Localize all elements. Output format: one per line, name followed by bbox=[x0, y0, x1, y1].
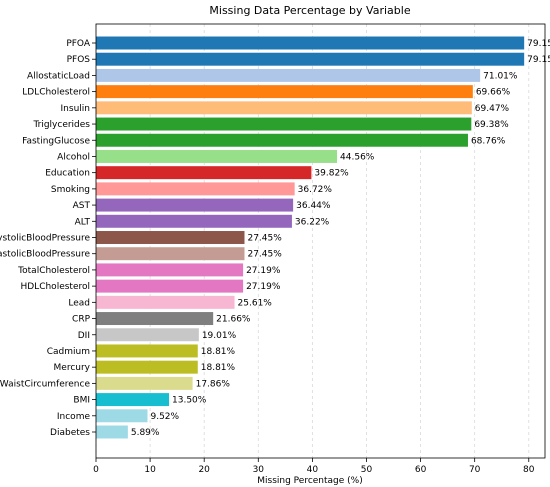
bar-Smoking bbox=[96, 182, 295, 196]
x-axis-ticks: 0 10 20 30 40 50 60 70 80 bbox=[93, 458, 535, 475]
value-label-Alcohol: 44.56% bbox=[340, 152, 375, 162]
bar-HDLCholesterol bbox=[96, 279, 244, 293]
x-tick-label-60: 60 bbox=[415, 465, 427, 475]
x-tick-label-40: 40 bbox=[307, 465, 319, 475]
y-tick-label-Triglycerides: Triglycerides bbox=[32, 120, 90, 130]
value-label-Education: 39.82% bbox=[314, 169, 349, 179]
value-label-DiastolicBloodPressure: 27.45% bbox=[247, 250, 282, 260]
value-label-AllostaticLoad: 71.01% bbox=[483, 71, 518, 81]
x-tick-label-10: 10 bbox=[144, 465, 156, 475]
bar-Education bbox=[96, 166, 312, 180]
chart-title: Missing Data Percentage by Variable bbox=[209, 4, 410, 17]
y-tick-label-CRP: CRP bbox=[72, 315, 91, 325]
bar-DiastolicBloodPressure bbox=[96, 247, 245, 261]
y-tick-label-Alcohol: Alcohol bbox=[57, 152, 90, 162]
value-label-Smoking: 36.72% bbox=[298, 185, 333, 195]
y-tick-label-ALT: ALT bbox=[75, 217, 91, 227]
value-label-LDLCholesterol: 69.66% bbox=[476, 88, 511, 98]
value-label-AST: 36.44% bbox=[296, 201, 331, 211]
y-axis-ticks: PFOA PFOS AllostaticLoad LDLCholesterol Insu… bbox=[0, 39, 96, 438]
y-tick-label-HDLCholesterol: HDLCholesterol bbox=[20, 282, 90, 292]
value-label-Lead: 25.61% bbox=[238, 298, 273, 308]
y-tick-label-Smoking: Smoking bbox=[51, 185, 90, 195]
bar-Alcohol bbox=[96, 149, 338, 163]
bar-Mercury bbox=[96, 360, 198, 374]
y-tick-label-Insulin: Insulin bbox=[61, 104, 90, 114]
y-tick-label-AllostaticLoad: AllostaticLoad bbox=[27, 71, 90, 81]
value-label-ALT: 36.22% bbox=[295, 217, 330, 227]
bar-Diabetes bbox=[96, 425, 128, 439]
y-tick-label-Education: Education bbox=[45, 169, 90, 179]
y-tick-label-DII: DII bbox=[78, 331, 90, 341]
bar-FastingGlucose bbox=[96, 133, 468, 147]
bar-LDLCholesterol bbox=[96, 85, 473, 99]
y-tick-label-PFOA: PFOA bbox=[66, 39, 91, 49]
bar-PFOS bbox=[96, 52, 525, 66]
value-label-Insulin: 69.47% bbox=[475, 104, 510, 114]
y-tick-label-Income: Income bbox=[57, 412, 91, 422]
bar-CRP bbox=[96, 312, 214, 326]
y-tick-label-BMI: BMI bbox=[73, 396, 90, 406]
value-label-CRP: 21.66% bbox=[216, 315, 251, 325]
y-tick-label-PFOS: PFOS bbox=[67, 55, 91, 65]
bar-AllostaticLoad bbox=[96, 68, 481, 82]
bar-Lead bbox=[96, 295, 235, 309]
bar-BMI bbox=[96, 393, 170, 407]
bar-WaistCircumference bbox=[96, 376, 193, 390]
bar-Triglycerides bbox=[96, 117, 472, 131]
bar-DII bbox=[96, 328, 199, 342]
y-tick-label-Diabetes: Diabetes bbox=[50, 428, 90, 438]
bar-Income bbox=[96, 409, 148, 423]
value-label-Mercury: 18.81% bbox=[201, 363, 236, 373]
bar-ALT bbox=[96, 214, 292, 228]
value-label-FastingGlucose: 68.76% bbox=[471, 136, 506, 146]
plot-frame bbox=[95, 23, 546, 459]
bar-PFOA bbox=[96, 36, 525, 50]
value-label-Triglycerides: 69.38% bbox=[474, 120, 509, 130]
bar-Cadmium bbox=[96, 344, 198, 358]
value-label-TotalCholesterol: 27.19% bbox=[246, 266, 281, 276]
y-tick-label-LDLCholesterol: LDLCholesterol bbox=[22, 88, 90, 98]
bar-Insulin bbox=[96, 101, 472, 115]
value-label-Cadmium: 18.81% bbox=[201, 347, 236, 357]
y-tick-label-AST: AST bbox=[73, 201, 91, 211]
bar-TotalCholesterol bbox=[96, 263, 244, 277]
value-label-DII: 19.01% bbox=[202, 331, 237, 341]
value-label-Income: 9.52% bbox=[150, 412, 179, 422]
y-tick-label-Mercury: Mercury bbox=[54, 363, 91, 373]
y-tick-label-FastingGlucose: FastingGlucose bbox=[22, 136, 90, 146]
bars bbox=[96, 36, 525, 439]
x-tick-label-70: 70 bbox=[469, 465, 481, 475]
value-labels: 79.15% 79.15% 71.01% 69.66% 69.47% 69.38% 68.7… bbox=[131, 39, 550, 438]
value-label-WaistCircumference: 17.86% bbox=[196, 379, 231, 389]
y-tick-label-DiastolicBloodPressure: DiastolicBloodPressure bbox=[0, 250, 90, 260]
y-tick-label-TotalCholesterol: TotalCholesterol bbox=[17, 266, 90, 276]
y-tick-label-Cadmium: Cadmium bbox=[47, 347, 90, 357]
x-tick-label-80: 80 bbox=[523, 465, 535, 475]
bar-SystolicBloodPressure bbox=[96, 231, 245, 244]
value-label-PFOA: 79.15% bbox=[527, 39, 550, 49]
value-label-BMI: 13.50% bbox=[172, 396, 207, 406]
value-label-HDLCholesterol: 27.19% bbox=[246, 282, 281, 292]
value-label-PFOS: 79.15% bbox=[527, 55, 550, 65]
x-tick-label-0: 0 bbox=[93, 465, 99, 475]
value-label-Diabetes: 5.89% bbox=[131, 428, 160, 438]
y-tick-label-SystolicBloodPressure: SystolicBloodPressure bbox=[0, 234, 90, 244]
x-tick-label-50: 50 bbox=[361, 465, 373, 475]
x-tick-label-30: 30 bbox=[253, 465, 265, 475]
x-tick-label-20: 20 bbox=[198, 465, 210, 475]
value-label-SystolicBloodPressure: 27.45% bbox=[247, 234, 282, 244]
x-axis-label: Missing Percentage (%) bbox=[257, 476, 363, 486]
y-tick-label-WaistCircumference: WaistCircumference bbox=[0, 379, 90, 389]
y-tick-label-Lead: Lead bbox=[68, 298, 90, 308]
bar-AST bbox=[96, 198, 294, 212]
